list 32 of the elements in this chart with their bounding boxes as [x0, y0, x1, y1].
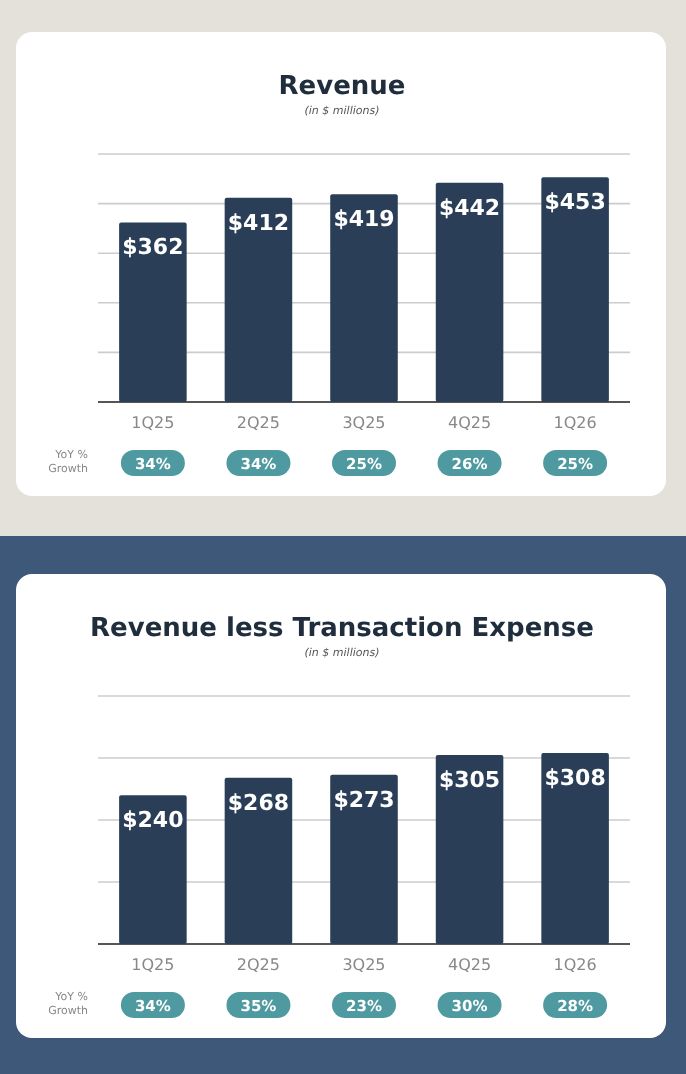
- bar: [224, 197, 293, 402]
- x-tick-label: 1Q26: [553, 414, 597, 432]
- bar: [330, 774, 398, 944]
- bar: [330, 194, 398, 402]
- bar: [435, 754, 504, 944]
- data-label: $240: [122, 807, 185, 834]
- data-label: $419: [333, 206, 395, 233]
- data-label: $362: [122, 234, 184, 261]
- bar: [224, 777, 293, 944]
- bar: [541, 177, 609, 402]
- data-label: $308: [544, 765, 606, 792]
- x-tick-label: 1Q25: [131, 414, 175, 432]
- data-label: $273: [333, 786, 395, 813]
- chart-title: Revenue less Transaction Expense: [90, 614, 595, 644]
- x-tick-label: 3Q25: [342, 956, 386, 974]
- data-label: $412: [227, 209, 290, 236]
- chart-title: Revenue: [278, 72, 406, 102]
- x-tick-label: 4Q25: [447, 956, 492, 974]
- x-tick-label: 1Q26: [553, 956, 597, 974]
- data-label: $442: [438, 194, 501, 221]
- bar: [541, 753, 609, 944]
- x-tick-label: 2Q25: [236, 414, 281, 432]
- x-tick-label: 4Q25: [447, 414, 492, 432]
- data-label: $305: [438, 766, 501, 793]
- x-tick-label: 2Q25: [236, 956, 281, 974]
- x-tick-label: 3Q25: [342, 414, 386, 432]
- bar: [435, 182, 504, 402]
- data-label: $453: [544, 189, 606, 216]
- x-tick-label: 1Q25: [131, 956, 175, 974]
- bar: [119, 222, 187, 402]
- bar: [119, 795, 187, 944]
- data-label: $268: [227, 789, 290, 816]
